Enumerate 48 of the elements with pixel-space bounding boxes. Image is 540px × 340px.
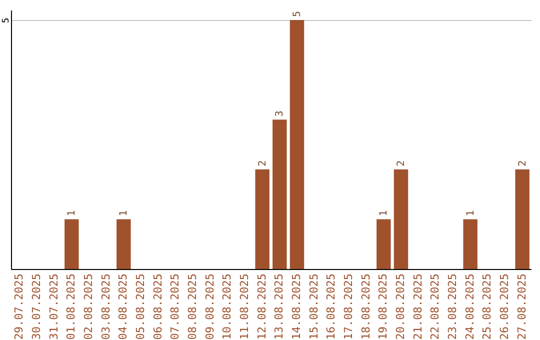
x-tick-label: 30.07.2025	[30, 274, 43, 340]
data-label: 1	[378, 210, 390, 216]
data-label: 2	[517, 160, 528, 166]
x-tick-label: 29.07.2025	[12, 274, 26, 340]
data-label: 3	[274, 110, 286, 117]
x-tick-label: 20.08.2025	[394, 274, 407, 340]
bar	[376, 219, 391, 269]
x-tick-label: 09.08.2025	[203, 274, 216, 340]
bar	[272, 120, 287, 269]
data-label: 1	[465, 210, 476, 216]
x-tick-label: 16.08.2025	[324, 274, 338, 340]
data-label: 1	[66, 210, 78, 216]
x-tick-label: 05.08.2025	[134, 274, 147, 340]
x-tick-label: 26.08.2025	[498, 274, 511, 340]
x-tick-label: 01.08.2025	[64, 274, 78, 340]
x-tick-label: 24.08.2025	[463, 274, 476, 340]
data-label: 1	[118, 210, 130, 216]
x-tick-label: 21.08.2025	[411, 274, 424, 340]
data-label: 2	[396, 160, 407, 166]
x-tick-label: 11.08.2025	[238, 274, 251, 340]
bar	[394, 169, 408, 269]
x-tick-label: 06.08.2025	[151, 274, 164, 340]
x-tick-label: 12.08.2025	[255, 274, 268, 340]
x-tick-label: 03.08.2025	[99, 274, 112, 340]
x-tick-label: 13.08.2025	[272, 274, 286, 340]
x-tick-label: 27.08.2025	[515, 274, 528, 340]
bar	[290, 20, 304, 269]
x-tick-label: 15.08.2025	[307, 274, 320, 340]
bar	[116, 219, 131, 269]
bar	[463, 219, 478, 269]
x-tick-label: 07.08.2025	[168, 274, 182, 340]
x-tick-label: 10.08.2025	[220, 274, 234, 340]
x-tick-label: 18.08.2025	[359, 274, 372, 340]
x-tick-label: 25.08.2025	[480, 274, 494, 340]
x-tick-label: 17.08.2025	[342, 274, 355, 340]
x-tick-label: 23.08.2025	[446, 274, 459, 340]
x-tick-label: 02.08.2025	[82, 274, 95, 340]
x-tick-label: 19.08.2025	[376, 274, 390, 340]
x-tick-label: 04.08.2025	[116, 274, 130, 340]
data-label: 5	[292, 10, 303, 17]
data-label: 2	[257, 160, 268, 166]
x-tick-label: 22.08.2025	[428, 274, 442, 340]
x-tick-label: 08.08.2025	[186, 274, 199, 340]
x-tick-label: 14.08.2025	[290, 274, 303, 340]
bar	[255, 169, 270, 269]
bar	[64, 219, 79, 269]
bar	[515, 169, 530, 269]
x-tick-label: 31.07.2025	[47, 274, 60, 340]
